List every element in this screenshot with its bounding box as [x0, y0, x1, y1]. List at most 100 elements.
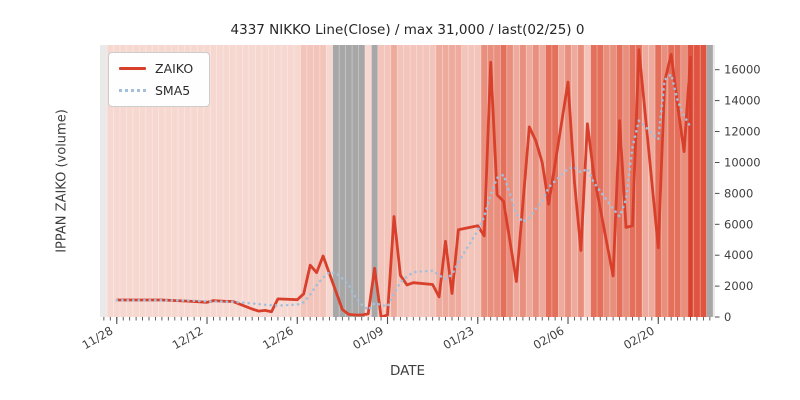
- day-band: [700, 45, 707, 317]
- day-band: [435, 45, 443, 317]
- day-band: [281, 45, 288, 317]
- day-band: [223, 45, 230, 317]
- day-band: [532, 45, 540, 317]
- day-band: [564, 45, 572, 317]
- day-band: [487, 45, 494, 317]
- y-tick-label: 14000: [724, 94, 761, 108]
- day-band: [403, 45, 411, 317]
- day-band: [384, 45, 391, 317]
- day-band: [558, 45, 565, 317]
- day-band: [229, 45, 237, 317]
- day-band: [184, 45, 191, 317]
- day-band: [119, 45, 127, 317]
- day-band: [197, 45, 204, 317]
- y-tick-label: 8000: [724, 186, 753, 200]
- day-band: [584, 45, 591, 317]
- day-band: [455, 45, 462, 317]
- x-tick-label: 12/12: [170, 323, 206, 352]
- day-band: [210, 45, 217, 317]
- day-band: [545, 45, 552, 317]
- day-band: [332, 45, 340, 317]
- day-band: [416, 45, 423, 317]
- day-band: [603, 45, 610, 317]
- day-band: [294, 45, 301, 317]
- day-band: [674, 45, 681, 317]
- day-band: [261, 45, 269, 317]
- day-band: [609, 45, 617, 317]
- day-band: [422, 45, 430, 317]
- day-band: [326, 45, 333, 317]
- day-band: [429, 45, 436, 317]
- legend-item-zaiko: ZAIKO: [119, 61, 193, 76]
- day-band: [139, 45, 146, 317]
- x-tick-label: 01/09: [350, 323, 386, 352]
- x-tick-label: 01/23: [441, 323, 477, 352]
- day-band: [132, 45, 140, 317]
- chart-title: 4337 NIKKO Line(Close) / max 31,000 / la…: [230, 22, 585, 38]
- day-band: [519, 45, 527, 317]
- legend-label-sma5: SMA5: [155, 83, 191, 98]
- y-tick-label: 0: [724, 310, 731, 324]
- day-band: [171, 45, 179, 317]
- day-band: [113, 45, 120, 317]
- day-band: [248, 45, 256, 317]
- x-tick-label: 02/20: [621, 323, 657, 352]
- x-axis-label: DATE: [389, 363, 426, 379]
- day-band: [358, 45, 365, 317]
- day-band: [667, 45, 675, 317]
- day-band: [655, 45, 662, 317]
- day-band: [410, 45, 417, 317]
- day-band: [345, 45, 353, 317]
- day-band: [629, 45, 636, 317]
- day-band: [597, 45, 604, 317]
- day-band: [190, 45, 198, 317]
- day-band: [126, 45, 133, 317]
- day-band: [158, 45, 166, 317]
- day-band: [616, 45, 623, 317]
- series-sma5-line: [115, 73, 692, 312]
- sma5-line-swatch: [119, 89, 146, 92]
- day-band: [165, 45, 172, 317]
- day-band: [287, 45, 295, 317]
- day-band: [364, 45, 372, 317]
- series-zaiko-line: [116, 48, 692, 317]
- legend-label-zaiko: ZAIKO: [155, 61, 194, 76]
- day-band: [577, 45, 585, 317]
- y-axis-label: IPPAN ZAIKO (volume): [54, 109, 70, 253]
- day-band: [635, 45, 643, 317]
- zaiko-line-swatch: [119, 66, 146, 71]
- day-band: [461, 45, 469, 317]
- day-band: [661, 45, 668, 317]
- x-tick-label: 02/06: [531, 323, 567, 352]
- day-band: [274, 45, 282, 317]
- y-tick-label: 6000: [724, 217, 753, 231]
- day-band: [107, 45, 114, 317]
- day-band: [513, 45, 520, 317]
- day-band: [622, 45, 630, 317]
- day-band: [242, 45, 249, 317]
- day-band: [448, 45, 456, 317]
- y-tick-label: 2000: [724, 279, 753, 293]
- day-band: [352, 45, 359, 317]
- day-band: [390, 45, 398, 317]
- day-band: [500, 45, 507, 317]
- day-band: [526, 45, 533, 317]
- day-band: [306, 45, 314, 317]
- day-band: [339, 45, 346, 317]
- day-band: [178, 45, 185, 317]
- y-tick-label: 4000: [724, 248, 753, 262]
- x-tick-label: 11/28: [80, 323, 116, 352]
- y-tick-label: 16000: [724, 63, 761, 77]
- day-band: [216, 45, 224, 317]
- day-band: [397, 45, 404, 317]
- day-band: [468, 45, 475, 317]
- day-band: [680, 45, 688, 317]
- x-tick-label: 12/26: [260, 323, 296, 352]
- day-band: [236, 45, 243, 317]
- day-band: [371, 45, 378, 317]
- day-band: [255, 45, 262, 317]
- day-band: [539, 45, 546, 317]
- day-band: [319, 45, 327, 317]
